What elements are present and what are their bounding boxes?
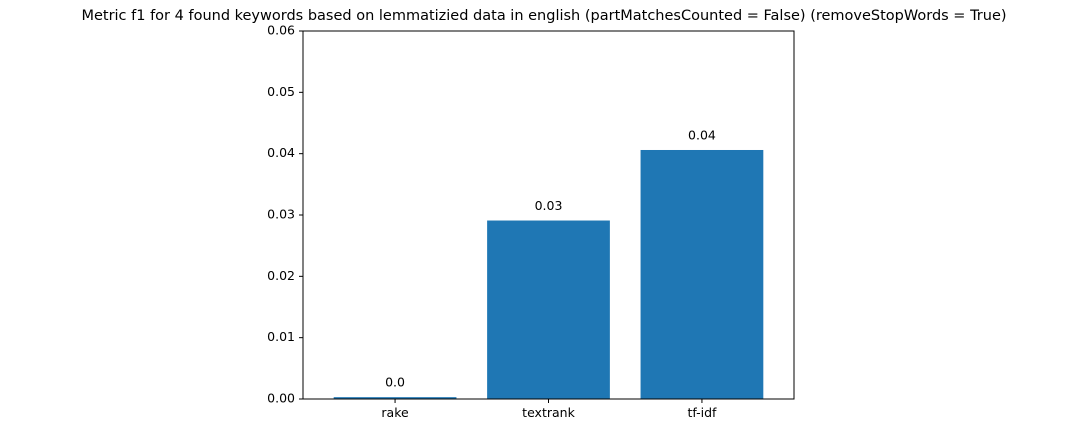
bar-tf-idf (640, 149, 764, 399)
x-tick-label-textrank: textrank (522, 405, 575, 420)
y-tick-label: 0.01 (267, 329, 295, 344)
chart-title: Metric f1 for 4 found keywords based on … (81, 8, 1006, 24)
bar-textrank (487, 220, 610, 399)
x-axis: rake textrank tf-idf (381, 399, 717, 420)
y-tick-label: 0.05 (267, 84, 295, 99)
y-tick-label: 0.03 (267, 207, 295, 222)
bar-value-label-rake: 0.0 (385, 375, 405, 390)
y-tick-label: 0.00 (267, 391, 295, 406)
x-tick-label-rake: rake (381, 405, 409, 420)
y-tick-label: 0.04 (267, 145, 295, 160)
y-tick-label: 0.06 (267, 23, 295, 38)
y-tick-label: 0.02 (267, 268, 295, 283)
bars-layer (333, 149, 764, 399)
plot-frame (302, 30, 795, 400)
bar-value-label-tf-idf: 0.04 (688, 127, 716, 142)
x-tick-label-tf-idf: tf-idf (687, 405, 717, 420)
bar-value-label-textrank: 0.03 (535, 198, 563, 213)
bar-labels-layer: 0.0 0.03 0.04 (385, 127, 716, 389)
y-axis: 0.00 0.01 0.02 0.03 0.04 0.05 0.06 (267, 23, 303, 406)
bar-rake (333, 397, 457, 399)
